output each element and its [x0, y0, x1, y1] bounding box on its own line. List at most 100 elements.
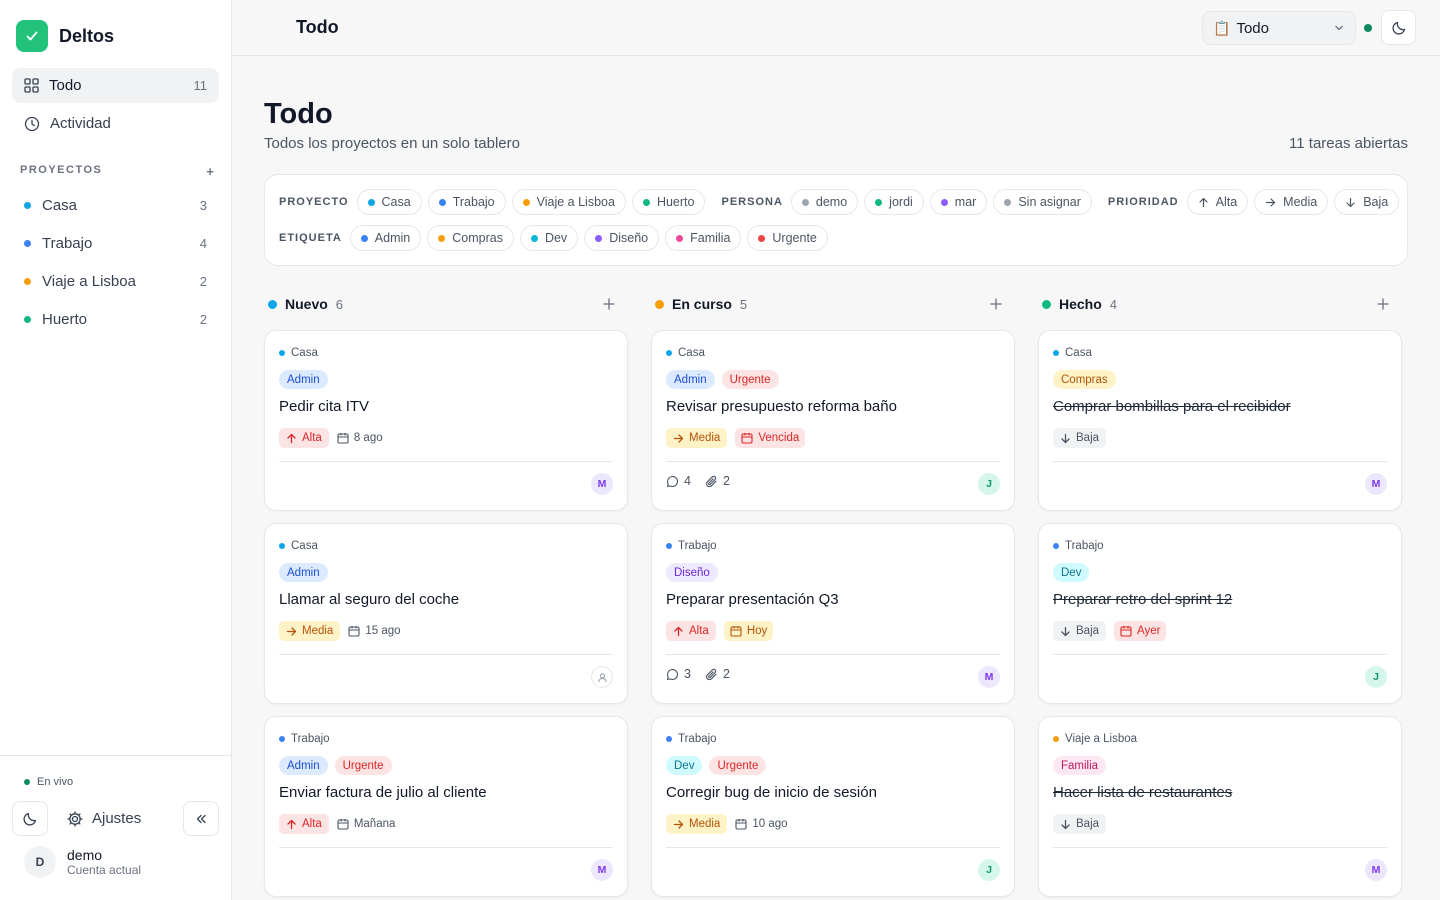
column-title: Hecho	[1059, 296, 1102, 312]
assignee-avatar[interactable]: M	[978, 666, 1000, 688]
tag-badge: Urgente	[709, 756, 767, 775]
add-card-button[interactable]	[602, 297, 616, 311]
tag-badge: Admin	[666, 370, 715, 389]
assignee-avatar[interactable]: J	[1365, 666, 1387, 688]
assignee-avatar[interactable]: M	[1365, 859, 1387, 881]
filter-chip-prioridad[interactable]: Alta	[1186, 189, 1249, 215]
priority-badge: Baja	[1053, 814, 1107, 834]
column-status-dot	[655, 299, 664, 309]
sidebar-project-huerto[interactable]: Huerto 2	[12, 302, 219, 336]
filter-chip-etiqueta[interactable]: Diseño	[584, 225, 660, 251]
add-project-button[interactable]: +	[206, 164, 214, 179]
filter-chip-proyecto[interactable]: Trabajo	[427, 189, 506, 215]
filter-chip-etiqueta[interactable]: Urgente	[747, 225, 828, 251]
chip-dot	[522, 198, 530, 206]
task-card[interactable]: Trabajo Admin Urgente Enviar factura de jul…	[264, 716, 628, 897]
nav-item-todo[interactable]: Todo 11	[12, 68, 219, 103]
task-card[interactable]: Casa Compras Comprar bombillas para el rec…	[1038, 330, 1402, 511]
priority-badge: Alta	[279, 428, 329, 448]
nav-count: 11	[193, 78, 208, 93]
project-dot	[666, 350, 672, 356]
project-name: Trabajo	[291, 733, 330, 745]
settings-button[interactable]: Ajustes	[66, 801, 141, 836]
brand[interactable]: Deltos	[16, 20, 114, 52]
project-dot	[1053, 543, 1059, 549]
sidebar-project-casa[interactable]: Casa 3	[12, 188, 219, 222]
assignee-avatar[interactable]: J	[978, 859, 1000, 881]
nav-item-actividad[interactable]: Actividad	[12, 106, 219, 141]
chevrons-left-icon	[194, 812, 208, 826]
card-tags: Diseño	[666, 563, 718, 582]
assignee-avatar[interactable]: M	[591, 859, 613, 881]
filter-chip-prioridad[interactable]: Media	[1254, 189, 1329, 215]
due-date: Mañana	[337, 814, 395, 834]
project-name: Casa	[291, 347, 318, 359]
assignee-avatar[interactable]: M	[591, 473, 613, 495]
arrow-right-icon	[673, 819, 684, 830]
moon-icon	[22, 811, 38, 827]
chevron-down-icon	[1333, 22, 1345, 34]
filter-chip-persona[interactable]: demo	[790, 189, 859, 215]
project-name: Trabajo	[678, 733, 717, 745]
column-status-dot	[268, 299, 277, 309]
filter-chip-prioridad[interactable]: Baja	[1334, 189, 1400, 215]
chip-label: jordi	[889, 195, 913, 209]
current-user[interactable]: D demo Cuenta actual	[24, 846, 141, 878]
clipboard-icon: 📋	[1213, 19, 1231, 36]
collapse-sidebar-button[interactable]	[183, 801, 219, 836]
filter-chip-persona[interactable]: Sin asignar	[993, 189, 1092, 215]
task-card[interactable]: Trabajo Dev Urgente Corregir bug de inicio …	[651, 716, 1015, 897]
card-project: Casa	[666, 347, 705, 359]
board-column: Hecho 4 Casa Compras Comprar bombillas para …	[1038, 290, 1402, 897]
chip-dot	[438, 234, 446, 242]
priority-label: Media	[689, 432, 721, 444]
card-title: Llamar al seguro del coche	[279, 591, 460, 608]
filter-chip-etiqueta[interactable]: Admin	[349, 225, 422, 251]
arrow-down-icon	[1060, 819, 1071, 830]
filter-row: ETIQUETA Admin Compras Dev Diseño Famili…	[279, 225, 828, 251]
theme-toggle-button[interactable]	[12, 801, 48, 836]
sidebar-project-trabajo[interactable]: Trabajo 4	[12, 226, 219, 260]
card-title: Enviar factura de julio al cliente	[279, 784, 487, 801]
priority-badge: Baja	[1053, 621, 1107, 641]
filter-chip-etiqueta[interactable]: Familia	[665, 225, 742, 251]
gear-icon	[66, 810, 84, 828]
add-card-button[interactable]	[1376, 297, 1390, 311]
task-card[interactable]: Trabajo Diseño Preparar presentación Q3 Alt…	[651, 523, 1015, 704]
assignee-avatar[interactable]: J	[978, 473, 1000, 495]
filter-chip-etiqueta[interactable]: Compras	[427, 225, 514, 251]
arrow-up-icon	[286, 819, 297, 830]
board-column: En curso 5 Casa Admin Urgente Revisar presupu…	[651, 290, 1015, 897]
filter-chip-proyecto[interactable]: Huerto	[631, 189, 706, 215]
project-name: Viaje a Lisboa	[42, 272, 136, 290]
filter-chip-proyecto[interactable]: Casa	[356, 189, 422, 215]
task-card[interactable]: Casa Admin Urgente Revisar presupuesto refo…	[651, 330, 1015, 511]
unassigned-avatar[interactable]	[591, 666, 613, 688]
plus-icon	[1376, 297, 1390, 311]
task-card[interactable]: Viaje a Lisboa Familia Hacer lista de rest…	[1038, 716, 1402, 897]
comment-icon	[666, 668, 679, 681]
task-card[interactable]: Casa Admin Llamar al seguro del coche Media…	[264, 523, 628, 704]
calendar-icon	[337, 818, 349, 830]
chip-label: Sin asignar	[1018, 195, 1081, 209]
sidebar-project-viaje-lisboa[interactable]: Viaje a Lisboa 2	[12, 264, 219, 298]
filter-chip-proyecto[interactable]: Viaje a Lisboa	[511, 189, 626, 215]
priority-label: Alta	[689, 625, 709, 637]
filter-chip-persona[interactable]: jordi	[864, 189, 924, 215]
filter-chip-persona[interactable]: mar	[929, 189, 988, 215]
add-card-button[interactable]	[989, 297, 1003, 311]
chip-label: Casa	[381, 195, 411, 209]
calendar-icon	[1120, 625, 1132, 637]
sidebar: Deltos Todo 11 Actividad PROYECTOS + Cas…	[0, 0, 232, 900]
board-select[interactable]: 📋 Todo	[1202, 11, 1356, 45]
card-title: Revisar presupuesto reforma baño	[666, 398, 897, 415]
card-tags: Admin	[279, 563, 328, 582]
task-card[interactable]: Casa Admin Pedir cita ITV Alta 8 ago M	[264, 330, 628, 511]
chip-label: Trabajo	[452, 195, 495, 209]
priority-badge: Media	[666, 814, 728, 834]
card-divider	[1053, 654, 1387, 655]
filter-chip-etiqueta[interactable]: Dev	[519, 225, 579, 251]
theme-toggle-button[interactable]	[1381, 10, 1416, 45]
assignee-avatar[interactable]: M	[1365, 473, 1387, 495]
task-card[interactable]: Trabajo Dev Preparar retro del sprint 12 Ba…	[1038, 523, 1402, 704]
